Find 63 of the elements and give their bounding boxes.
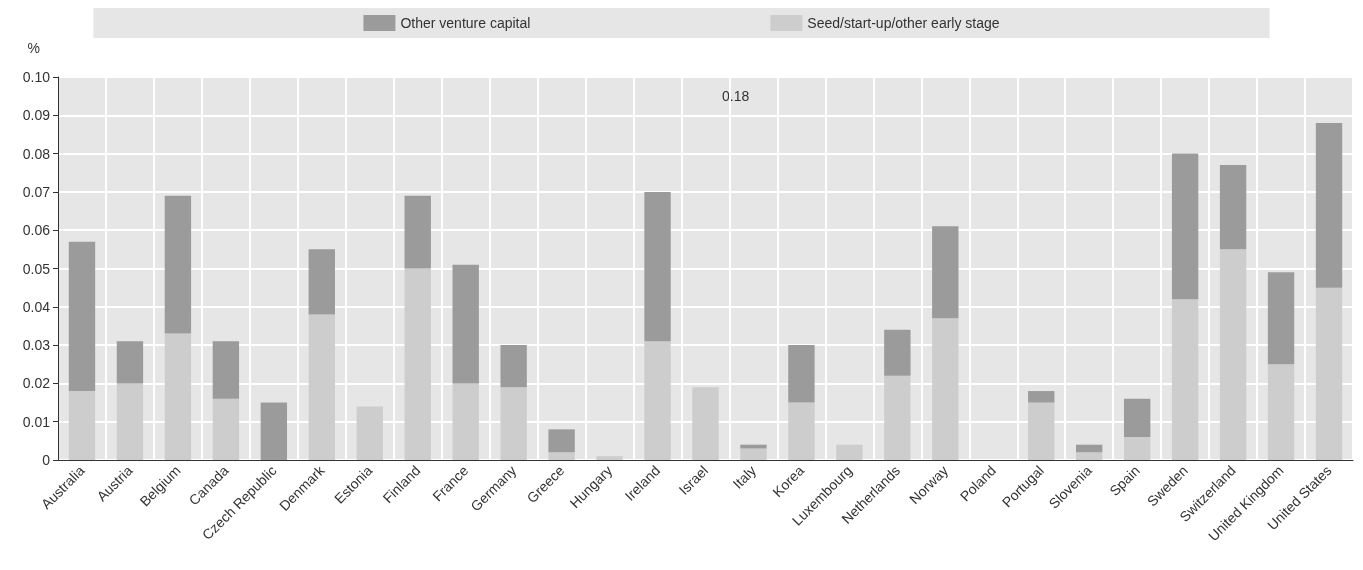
bar [1315, 287, 1343, 460]
bar [212, 341, 240, 399]
y-tick-label: 0.04 [22, 298, 51, 315]
legend-label: Other venture capital [400, 15, 531, 31]
bar [740, 448, 767, 460]
y-tick-label: 0.10 [22, 69, 51, 85]
bar [164, 333, 192, 460]
bar [404, 268, 431, 460]
bar [644, 341, 671, 460]
bar [356, 406, 383, 460]
y-tick-label: 0.03 [22, 337, 51, 354]
y-tick-label: 0.02 [22, 375, 51, 392]
bar [932, 226, 959, 319]
x-tick-label: Italy [729, 462, 760, 492]
bar [1219, 165, 1247, 250]
bar [404, 195, 431, 269]
bar [68, 391, 96, 460]
bar [308, 314, 335, 460]
bar [1171, 299, 1199, 460]
bar [884, 329, 911, 376]
bar [116, 383, 144, 460]
y-tick-label: 0 [42, 452, 51, 468]
bar [740, 444, 767, 449]
bar [164, 195, 192, 334]
bar [1171, 153, 1199, 300]
bar [500, 345, 527, 388]
bar [1123, 437, 1151, 460]
annotation: 0.18 [722, 88, 750, 104]
y-tick-label: 0.08 [22, 145, 51, 162]
y-tick-label: 0.09 [22, 107, 51, 124]
bar [1028, 391, 1055, 403]
bar [1028, 402, 1055, 460]
bar [1076, 444, 1103, 453]
legend-label: Seed/start-up/other early stage [807, 15, 1000, 31]
bar [68, 241, 96, 392]
bar [596, 456, 623, 460]
bar [1123, 398, 1151, 438]
bar [260, 402, 288, 460]
y-axis-title: % [27, 40, 40, 56]
bar [116, 341, 144, 384]
bar [644, 191, 671, 342]
bar [452, 264, 479, 384]
bar [1219, 249, 1247, 460]
y-tick-label: 0.05 [22, 260, 51, 277]
bar [788, 402, 815, 460]
bar [548, 452, 575, 460]
bar [548, 429, 575, 453]
bar [308, 249, 335, 315]
bar [1315, 122, 1343, 288]
bar [932, 318, 959, 460]
bar [1267, 364, 1295, 460]
y-tick-label: 0.07 [22, 183, 51, 200]
bar [884, 375, 911, 460]
y-tick-label: 0.01 [22, 413, 51, 430]
y-tick-label: 0.06 [22, 222, 51, 239]
bar [788, 345, 815, 403]
bar [1076, 452, 1103, 460]
bar [836, 444, 863, 460]
bar [1267, 272, 1295, 365]
bar [692, 387, 719, 460]
bar [452, 383, 479, 460]
bar [212, 398, 240, 460]
bar [500, 387, 527, 460]
